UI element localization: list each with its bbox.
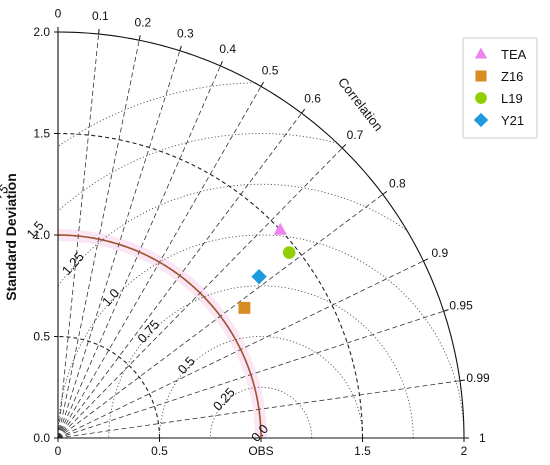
reference-std-arc [57, 234, 262, 439]
y-tick-label: 2.0 [33, 25, 50, 39]
legend-marker-l19 [475, 92, 487, 104]
rmsd-label: 1.0 [99, 286, 122, 309]
correlation-tick [423, 258, 429, 262]
rmsd-arc [159, 336, 363, 438]
correlation-tick [179, 45, 182, 51]
rmsd-arc [58, 133, 464, 438]
rmsd-label: 0.5 [175, 353, 198, 376]
correlation-tick-label: 0.99 [466, 371, 490, 385]
x-tick-label: 1.5 [354, 444, 371, 458]
correlation-tick-label: 0.1 [92, 9, 109, 23]
correlation-tick-label: 0.2 [135, 15, 152, 29]
legend-box [462, 37, 538, 139]
legend-label-tea: TEA [501, 47, 527, 62]
x-tick-label: 2 [461, 444, 468, 458]
y-tick-label: 0.0 [33, 431, 50, 445]
labels-layer: 0.0 0.5 1.0 1.5 2.0 0 0.5 OBS 1.5 2 0 0.1 0.2 0.3 0.4 0… [0, 7, 490, 458]
correlation-tick-label: 0.3 [177, 26, 194, 40]
correlation-tick-label: 0.8 [389, 176, 406, 190]
correlation-tick-label: 0.9 [431, 246, 448, 260]
correlation-tick-label: 0.7 [347, 128, 364, 142]
y-tick-label: 1.0 [33, 228, 50, 242]
std-arc [57, 335, 161, 439]
correlation-tick-label: 0 [55, 7, 62, 21]
reference-arc-glow [57, 229, 267, 439]
correlation-tick [98, 28, 100, 35]
legend-marker-z16 [475, 70, 487, 82]
legend-label-z16: Z16 [501, 69, 523, 84]
x-tick-label: 0.5 [151, 444, 168, 458]
correlation-tick-label: 0.95 [449, 299, 473, 313]
correlation-tick-label: 0.6 [304, 92, 321, 106]
data-point-l19 [282, 246, 296, 259]
rmsd-arc [108, 285, 414, 438]
rmsd-label: 0.75 [134, 317, 162, 346]
std-arc [57, 132, 364, 439]
correlation-tick [443, 309, 449, 312]
rmsd-arc [209, 386, 313, 438]
x-tick-label: 0 [55, 444, 62, 458]
legend: TEA Z16 L19 Y21 [462, 37, 538, 139]
correlation-tick [219, 61, 223, 67]
rmsd-label: 0.0 [248, 421, 271, 444]
rmsd-label: 0.25 [210, 385, 238, 414]
legend-label-l19: L19 [501, 91, 523, 106]
correlation-tick [382, 190, 388, 195]
correlation-tick [260, 81, 264, 87]
rmsd-label: 1.25 [59, 249, 87, 278]
legend-marker-tea [474, 47, 488, 59]
y-tick-label: 1.5 [33, 127, 50, 141]
axes-layer [54, 26, 470, 442]
correlation-tick [459, 379, 466, 382]
legend-marker-y21 [473, 112, 489, 128]
y-axis-title: Standard Deviation [3, 173, 19, 301]
correlation-tick-label: 0.5 [262, 64, 279, 78]
correlation-tick [138, 35, 141, 41]
correlation-tick [301, 108, 306, 114]
data-point-tea [273, 222, 287, 235]
correlation-tick-label: 1 [479, 431, 486, 445]
rmsd-arc [58, 183, 464, 438]
outer-arc [57, 31, 465, 439]
legend-label-y21: Y21 [501, 113, 524, 128]
data-point-y21 [251, 268, 267, 285]
points-layer [238, 222, 296, 314]
reference-highlight-layer [57, 229, 267, 439]
rmsd-arc [58, 234, 464, 438]
correlation-axis-title: Correlation [335, 75, 386, 134]
x-tick-label: OBS [248, 444, 273, 458]
correlation-tick [341, 144, 347, 149]
data-point-z16 [238, 301, 251, 314]
y-tick-label: 0.5 [33, 330, 50, 344]
correlation-tick-label: 0.4 [219, 42, 236, 56]
rmsd-label: 1.75 [0, 181, 11, 210]
